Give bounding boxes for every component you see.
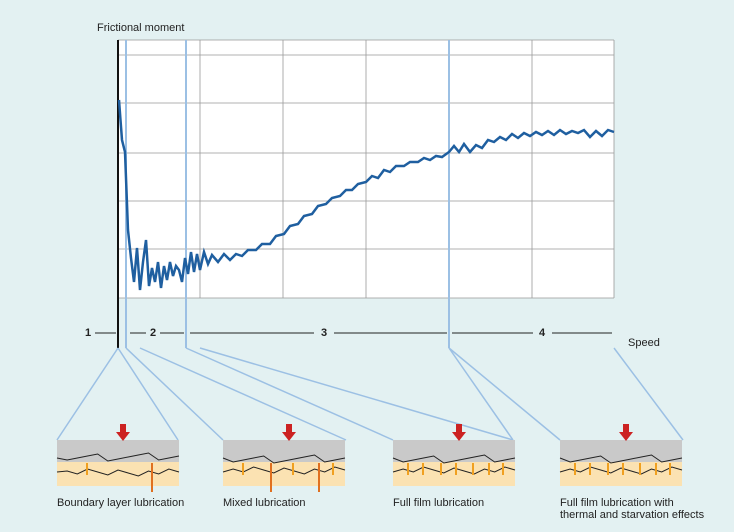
y-axis-label: Frictional moment	[97, 22, 184, 34]
panel-bottom	[560, 462, 682, 486]
load-arrow	[120, 424, 126, 432]
zone-label: 3	[321, 327, 327, 339]
canvas: Frictional moment Speed 1 2 3 4	[0, 0, 734, 532]
panel-top	[393, 440, 515, 462]
load-arrow	[623, 424, 629, 432]
load-arrow	[619, 432, 633, 441]
panel-caption: Full film lubrication with thermal and s…	[560, 497, 710, 521]
zone-label: 1	[85, 327, 91, 339]
panel-top	[560, 440, 682, 462]
load-arrow	[282, 432, 296, 441]
load-arrow	[286, 424, 292, 432]
load-arrow	[456, 424, 462, 432]
panel-caption: Boundary layer lubrication	[57, 497, 207, 509]
zone-label: 2	[150, 327, 156, 339]
panel-top	[223, 440, 345, 462]
panel-bottom	[393, 462, 515, 486]
fan-lines	[57, 348, 683, 440]
panel-caption: Mixed lubrication	[223, 497, 373, 509]
panel-caption: Full film lubrication	[393, 497, 543, 509]
diagram: Frictional moment Speed 1 2 3 4 Boundary…	[0, 0, 734, 532]
load-arrow	[116, 432, 130, 441]
load-arrow	[452, 432, 466, 441]
x-axis-label: Speed	[628, 337, 660, 349]
panel-bottom	[57, 462, 179, 486]
panel-bottom	[223, 462, 345, 486]
zone-label: 4	[539, 327, 546, 339]
